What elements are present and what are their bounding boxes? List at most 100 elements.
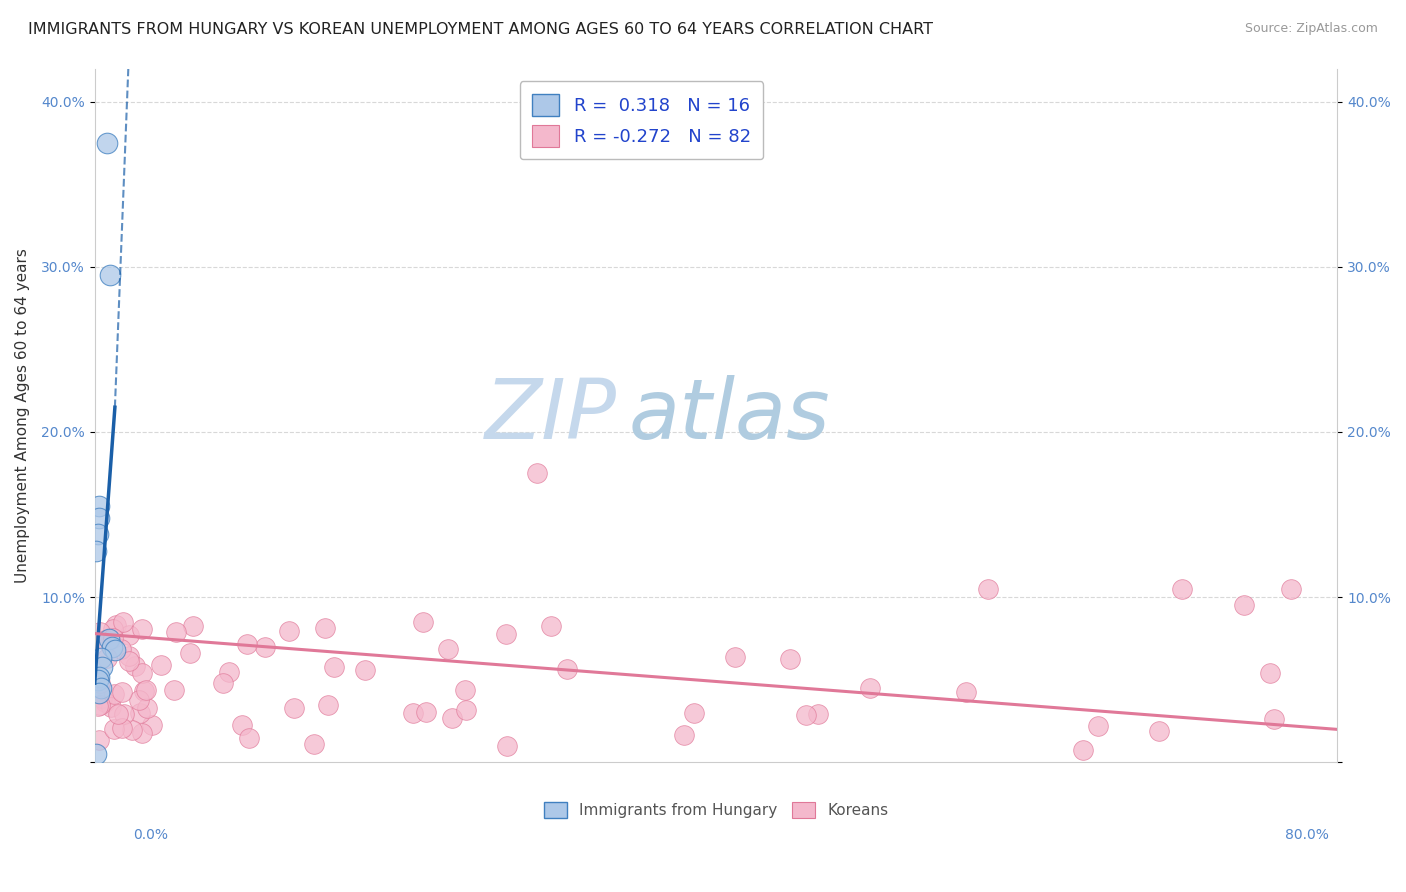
- Text: Source: ZipAtlas.com: Source: ZipAtlas.com: [1244, 22, 1378, 36]
- Point: [131, 622, 153, 636]
- Point: [283, 700, 305, 714]
- Point: [89, 500, 111, 514]
- Point: [89, 732, 111, 747]
- Point: [794, 708, 817, 723]
- Point: [131, 725, 153, 739]
- Point: [84, 544, 107, 558]
- Point: [103, 687, 125, 701]
- Point: [110, 641, 132, 656]
- Point: [859, 681, 882, 696]
- Point: [149, 658, 172, 673]
- Point: [402, 706, 425, 720]
- Point: [89, 669, 111, 683]
- Point: [314, 621, 336, 635]
- Point: [87, 527, 110, 541]
- Point: [415, 705, 437, 719]
- Point: [218, 665, 240, 679]
- Point: [977, 582, 1000, 596]
- Point: [128, 693, 150, 707]
- Point: [89, 511, 111, 525]
- Point: [101, 640, 124, 654]
- Point: [132, 683, 155, 698]
- Point: [107, 706, 129, 721]
- Point: [105, 617, 128, 632]
- Point: [179, 646, 201, 660]
- Point: [807, 706, 830, 721]
- Point: [136, 700, 159, 714]
- Point: [101, 632, 124, 646]
- Point: [96, 651, 118, 665]
- Point: [118, 628, 141, 642]
- Point: [437, 641, 460, 656]
- Point: [98, 268, 121, 282]
- Point: [540, 619, 562, 633]
- Point: [672, 728, 695, 742]
- Point: [89, 698, 111, 713]
- Point: [141, 718, 163, 732]
- Point: [526, 467, 548, 481]
- Point: [90, 691, 112, 706]
- Point: [495, 739, 517, 753]
- Text: atlas: atlas: [628, 375, 831, 456]
- Point: [111, 685, 134, 699]
- Point: [111, 721, 134, 735]
- Text: 80.0%: 80.0%: [1285, 828, 1329, 842]
- Point: [94, 632, 117, 647]
- Point: [1258, 666, 1281, 681]
- Point: [84, 747, 107, 761]
- Point: [1263, 713, 1285, 727]
- Point: [163, 682, 186, 697]
- Point: [453, 683, 475, 698]
- Point: [183, 618, 205, 632]
- Y-axis label: Unemployment Among Ages 60 to 64 years: Unemployment Among Ages 60 to 64 years: [15, 248, 30, 582]
- Point: [231, 717, 253, 731]
- Point: [254, 640, 277, 655]
- Point: [93, 695, 115, 709]
- Point: [236, 637, 259, 651]
- Point: [724, 650, 747, 665]
- Point: [1171, 582, 1194, 596]
- Point: [103, 623, 125, 637]
- Text: ZIP: ZIP: [485, 375, 617, 456]
- Point: [87, 699, 110, 714]
- Point: [128, 706, 150, 721]
- Point: [1147, 723, 1170, 738]
- Point: [89, 676, 111, 690]
- Point: [118, 648, 141, 663]
- Point: [118, 654, 141, 668]
- Point: [104, 643, 127, 657]
- Point: [112, 615, 135, 629]
- Point: [89, 625, 111, 640]
- Point: [456, 703, 478, 717]
- Point: [211, 676, 233, 690]
- Point: [124, 659, 146, 673]
- Point: [87, 673, 110, 687]
- Point: [100, 700, 122, 714]
- Point: [89, 686, 111, 700]
- Point: [277, 624, 299, 639]
- Point: [97, 632, 120, 646]
- Point: [90, 681, 112, 695]
- Point: [1279, 582, 1302, 596]
- Point: [112, 707, 135, 722]
- Point: [1071, 742, 1094, 756]
- Point: [318, 698, 340, 712]
- Text: 0.0%: 0.0%: [134, 828, 169, 842]
- Text: IMMIGRANTS FROM HUNGARY VS KOREAN UNEMPLOYMENT AMONG AGES 60 TO 64 YEARS CORRELA: IMMIGRANTS FROM HUNGARY VS KOREAN UNEMPL…: [28, 22, 934, 37]
- Point: [1087, 719, 1109, 733]
- Point: [135, 682, 157, 697]
- Point: [103, 723, 125, 737]
- Point: [412, 615, 434, 629]
- Point: [779, 652, 801, 666]
- Point: [557, 662, 579, 676]
- Point: [955, 685, 977, 699]
- Point: [131, 665, 153, 680]
- Point: [683, 706, 706, 720]
- Point: [495, 626, 517, 640]
- Point: [121, 723, 143, 737]
- Point: [302, 737, 325, 751]
- Point: [96, 136, 118, 150]
- Point: [90, 651, 112, 665]
- Legend: Immigrants from Hungary, Koreans: Immigrants from Hungary, Koreans: [537, 796, 894, 824]
- Point: [322, 659, 344, 673]
